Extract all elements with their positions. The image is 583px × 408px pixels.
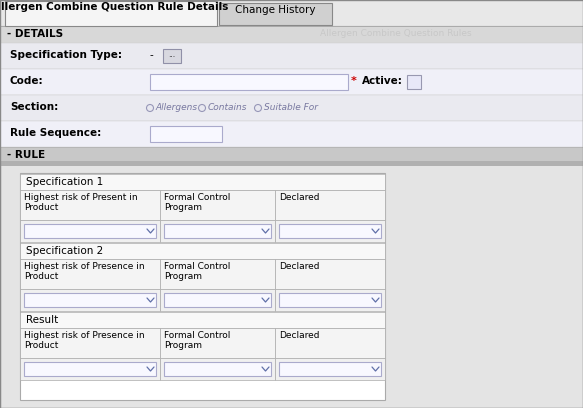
Bar <box>407 75 421 89</box>
Bar <box>164 293 271 307</box>
Bar <box>275 220 385 242</box>
Bar <box>160 289 275 311</box>
Bar <box>20 358 160 380</box>
Bar <box>279 293 381 307</box>
Text: Change History: Change History <box>235 5 315 15</box>
Bar <box>164 362 271 376</box>
Text: Allergens: Allergens <box>156 104 198 113</box>
Bar <box>0 0 583 28</box>
Text: *: * <box>351 76 357 86</box>
Bar <box>275 289 385 311</box>
Bar <box>279 224 381 238</box>
Bar <box>150 74 348 90</box>
Text: Highest risk of Presence in
Product: Highest risk of Presence in Product <box>24 262 145 282</box>
Bar <box>20 190 160 220</box>
Text: Specification Type:: Specification Type: <box>10 50 122 60</box>
Text: Specification 2: Specification 2 <box>26 246 103 256</box>
Bar <box>5 1 217 26</box>
Text: Formal Control
Program: Formal Control Program <box>164 193 230 213</box>
Bar <box>0 121 583 147</box>
Text: Highest risk of Presence in
Product: Highest risk of Presence in Product <box>24 331 145 350</box>
Bar <box>0 43 583 69</box>
Bar <box>20 328 160 358</box>
Bar <box>20 243 385 259</box>
Bar <box>275 190 385 220</box>
Bar <box>0 147 583 165</box>
Bar <box>160 259 275 289</box>
Bar <box>20 173 385 400</box>
Text: Specification 1: Specification 1 <box>26 177 103 187</box>
Bar <box>160 220 275 242</box>
Text: - DETAILS: - DETAILS <box>7 29 63 39</box>
Bar <box>0 95 583 121</box>
Bar <box>24 293 156 307</box>
Text: Formal Control
Program: Formal Control Program <box>164 331 230 350</box>
Bar <box>279 362 381 376</box>
Text: ...: ... <box>168 50 175 59</box>
Bar <box>20 312 385 328</box>
Circle shape <box>146 104 153 111</box>
Bar <box>160 328 275 358</box>
Bar <box>275 358 385 380</box>
Bar <box>0 26 583 43</box>
Bar <box>24 362 156 376</box>
Bar <box>219 3 332 25</box>
Bar <box>0 69 583 95</box>
Text: Suitable For: Suitable For <box>264 104 318 113</box>
Text: Declared: Declared <box>279 193 319 202</box>
Bar <box>20 174 385 190</box>
Text: Allergen Combine Question Rule Details: Allergen Combine Question Rule Details <box>0 2 229 12</box>
Circle shape <box>255 104 262 111</box>
Text: Highest risk of Present in
Product: Highest risk of Present in Product <box>24 193 138 213</box>
Bar <box>160 358 275 380</box>
Bar <box>150 126 222 142</box>
Bar <box>20 259 160 289</box>
Text: Contains: Contains <box>208 104 247 113</box>
Text: Allergen Combine Question Rules: Allergen Combine Question Rules <box>320 29 472 38</box>
Text: Code:: Code: <box>10 76 44 86</box>
Bar <box>164 224 271 238</box>
Bar <box>24 224 156 238</box>
Text: - RULE: - RULE <box>7 150 45 160</box>
Bar <box>20 289 160 311</box>
Text: Formal Control
Program: Formal Control Program <box>164 262 230 282</box>
Bar <box>275 259 385 289</box>
Text: Declared: Declared <box>279 331 319 340</box>
Bar <box>160 190 275 220</box>
Text: -: - <box>150 50 154 60</box>
Text: Active:: Active: <box>362 76 403 86</box>
Bar <box>275 328 385 358</box>
Circle shape <box>198 104 205 111</box>
Bar <box>0 161 583 165</box>
Text: Result: Result <box>26 315 58 325</box>
Text: Declared: Declared <box>279 262 319 271</box>
Text: Section:: Section: <box>10 102 58 112</box>
Bar <box>20 220 160 242</box>
Bar <box>163 49 181 63</box>
Text: Rule Sequence:: Rule Sequence: <box>10 128 101 138</box>
